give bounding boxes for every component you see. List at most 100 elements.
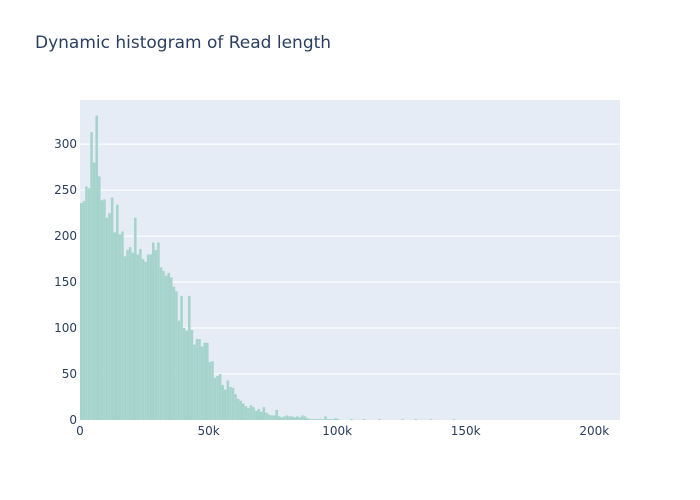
histogram-bar[interactable] <box>314 419 317 420</box>
histogram-bar[interactable] <box>306 418 309 420</box>
histogram-bar[interactable] <box>332 419 335 420</box>
histogram-bar[interactable] <box>170 277 173 420</box>
histogram-bar[interactable] <box>275 409 278 420</box>
histogram-bar[interactable] <box>337 419 340 420</box>
histogram-bar[interactable] <box>234 394 237 420</box>
histogram-bar[interactable] <box>90 132 93 421</box>
histogram-bar[interactable] <box>98 176 101 420</box>
histogram-bar[interactable] <box>283 416 286 420</box>
histogram-bar[interactable] <box>247 408 250 420</box>
histogram-bar[interactable] <box>285 415 289 420</box>
histogram-bar[interactable] <box>414 419 417 420</box>
histogram-bar[interactable] <box>175 291 178 420</box>
histogram-bar[interactable] <box>193 344 196 420</box>
histogram-bar[interactable] <box>401 419 404 420</box>
histogram-bar[interactable] <box>126 249 129 420</box>
histogram-bar[interactable] <box>272 415 276 420</box>
histogram-bar[interactable] <box>229 386 232 420</box>
histogram-bar[interactable] <box>100 200 104 420</box>
histogram-bar[interactable] <box>103 199 106 420</box>
histogram-bar[interactable] <box>108 213 111 420</box>
histogram-bar[interactable] <box>218 374 222 420</box>
histogram-bar[interactable] <box>203 342 206 420</box>
histogram-bar[interactable] <box>236 398 240 420</box>
histogram-bar[interactable] <box>301 415 304 420</box>
histogram-bar[interactable] <box>105 217 109 420</box>
histogram-bar[interactable] <box>296 416 299 420</box>
histogram-bar[interactable] <box>206 342 209 420</box>
histogram-bar[interactable] <box>190 329 194 420</box>
histogram-bar[interactable] <box>213 377 217 420</box>
histogram-bar[interactable] <box>265 412 268 420</box>
histogram-bar[interactable] <box>80 202 83 420</box>
histogram-bar[interactable] <box>167 272 170 420</box>
histogram-bar[interactable] <box>303 416 307 420</box>
histogram-bar[interactable] <box>452 419 456 420</box>
histogram-bar[interactable] <box>162 271 165 420</box>
histogram-bar[interactable] <box>350 419 353 420</box>
histogram-bar[interactable] <box>128 247 132 420</box>
histogram-bar[interactable] <box>141 259 145 420</box>
histogram-bar[interactable] <box>293 417 296 420</box>
histogram-bar[interactable] <box>362 419 366 420</box>
histogram-bar[interactable] <box>290 416 294 420</box>
histogram-bar[interactable] <box>136 254 140 420</box>
histogram-bar[interactable] <box>308 419 312 420</box>
histogram-bar[interactable] <box>267 414 271 420</box>
histogram-bar[interactable] <box>208 362 212 420</box>
histogram-bar[interactable] <box>118 234 122 420</box>
histogram-bar[interactable] <box>224 389 227 420</box>
histogram-bar[interactable] <box>95 115 98 420</box>
histogram-bar[interactable] <box>242 403 245 420</box>
histogram-bar[interactable] <box>262 407 266 420</box>
histogram-bar[interactable] <box>221 385 224 420</box>
histogram-bar[interactable] <box>249 405 253 420</box>
histogram-bar[interactable] <box>82 201 86 420</box>
histogram-bar[interactable] <box>180 295 183 420</box>
histogram-bar[interactable] <box>239 400 242 420</box>
histogram-bar[interactable] <box>139 248 142 420</box>
histogram-bar[interactable] <box>146 254 150 420</box>
histogram-bar[interactable] <box>316 419 320 420</box>
histogram-bar[interactable] <box>131 252 134 420</box>
histogram-bar[interactable] <box>85 186 88 420</box>
histogram-bar[interactable] <box>123 256 127 420</box>
histogram-bar[interactable] <box>159 267 163 420</box>
histogram-bar[interactable] <box>278 416 281 420</box>
histogram-bar[interactable] <box>149 254 152 420</box>
histogram-bar[interactable] <box>244 406 248 420</box>
histogram-bar[interactable] <box>298 417 302 420</box>
histogram-bar[interactable] <box>280 417 284 420</box>
histogram-bar[interactable] <box>231 387 235 420</box>
histogram-bar[interactable] <box>152 242 155 420</box>
histogram-bar[interactable] <box>116 204 119 420</box>
histogram-bar[interactable] <box>200 346 204 420</box>
histogram-bar[interactable] <box>185 330 188 420</box>
histogram-bar[interactable] <box>254 410 258 420</box>
histogram-bar[interactable] <box>157 242 160 420</box>
histogram-bar[interactable] <box>113 232 116 420</box>
histogram-bar[interactable] <box>378 419 381 420</box>
histogram-bar[interactable] <box>429 419 433 420</box>
histogram-bar[interactable] <box>154 249 158 420</box>
histogram-bar[interactable] <box>164 275 168 420</box>
histogram-bar[interactable] <box>172 286 176 420</box>
histogram-bar[interactable] <box>134 217 137 420</box>
histogram-bar[interactable] <box>334 418 338 420</box>
histogram-bar[interactable] <box>144 261 147 420</box>
histogram-bar[interactable] <box>260 411 263 420</box>
histogram-bar[interactable] <box>177 320 181 420</box>
histogram-bar[interactable] <box>321 419 325 420</box>
histogram-bar[interactable] <box>87 188 91 420</box>
histogram-bar[interactable] <box>324 416 327 420</box>
histogram-bar[interactable] <box>319 419 322 420</box>
histogram-bar[interactable] <box>121 231 124 420</box>
histogram-bar[interactable] <box>110 197 114 420</box>
histogram-bar[interactable] <box>188 295 191 420</box>
histogram-bar[interactable] <box>252 407 255 420</box>
histogram-bar[interactable] <box>329 419 332 420</box>
histogram-bar[interactable] <box>270 415 273 420</box>
histogram-bar[interactable] <box>311 419 314 420</box>
histogram-bar[interactable] <box>211 361 214 420</box>
histogram-bar[interactable] <box>226 380 230 420</box>
